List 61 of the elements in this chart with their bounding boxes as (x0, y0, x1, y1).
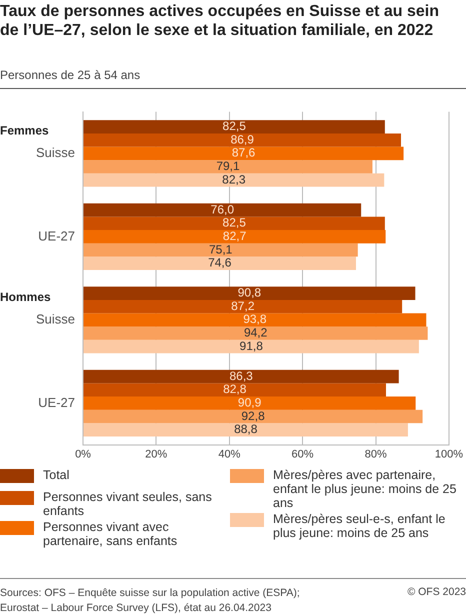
text: 92,8 (241, 408, 265, 423)
bar (84, 300, 402, 314)
bar (84, 410, 423, 424)
text: 90,8 (238, 286, 262, 300)
text: 82,8 (223, 382, 246, 396)
x-tick-label: 40% (218, 448, 241, 460)
x-tick-label: 80% (364, 448, 387, 460)
bar (84, 340, 419, 354)
text: 93,8 (243, 312, 267, 326)
chart-title: Taux de personnes actives occupées en Suisse et au sein de l’UE–27, selon le sexe et la situation familiale, en 2022 (0, 2, 440, 40)
y-tick-label: Suisse (36, 312, 76, 327)
bar (84, 146, 404, 160)
text: 75,1 (208, 242, 232, 256)
bar (84, 286, 416, 300)
bar (84, 203, 362, 217)
text: 82,7 (222, 228, 246, 243)
bar (84, 423, 408, 436)
text: Femmes (0, 124, 50, 138)
bar (84, 313, 426, 327)
text: 76,0 (210, 202, 234, 216)
bar (84, 256, 356, 270)
bar (84, 173, 384, 187)
text: 74,6 (208, 256, 232, 270)
bar (84, 133, 401, 147)
text: 87,2 (231, 298, 254, 313)
x-tick-label: 100% (434, 448, 464, 460)
text: © OFS 2023 (407, 586, 466, 598)
x-tick-label: 20% (145, 448, 168, 460)
text: 90,9 (238, 395, 262, 410)
x-tick-label: 60% (292, 448, 314, 460)
chart-subtitle: Personnes de 25 à 54 ans (0, 68, 140, 82)
bar (84, 120, 385, 134)
text: 86,9 (230, 132, 254, 146)
y-tick-label: UE-27 (38, 394, 76, 410)
text: 82,5 (222, 119, 246, 134)
bar (84, 370, 399, 384)
source-note: Sources: OFS – Enquête suisse sur la population active (ESPA); Eurostat – Labour Force Survey (LFS), état au 26.04.2023 (0, 586, 301, 616)
text: 79,1 (216, 159, 240, 174)
legend-label: Personnes vivant seules, sans enfants (43, 490, 213, 518)
legend-label: Mères/pères seul-e-s, enfant le plus jeune: moins de 25 ans (273, 512, 446, 540)
text: 82,3 (222, 172, 246, 186)
bar (84, 396, 416, 410)
legend-label: Mères/pères avec partenaire, enfant le plus jeune: moins de 25 ans (273, 468, 458, 510)
x-tick-label: 0% (75, 448, 92, 460)
bar (84, 160, 372, 174)
text: 86,3 (229, 368, 253, 383)
bar (84, 216, 385, 230)
text: 82,5 (222, 216, 246, 230)
bar (84, 243, 358, 257)
text: 88,8 (234, 422, 258, 436)
text: 94,2 (244, 326, 268, 340)
text: 87,6 (232, 146, 256, 160)
y-tick-label: UE-27 (38, 228, 76, 244)
bar (84, 230, 386, 244)
bar (84, 326, 428, 340)
bar (84, 383, 386, 397)
text: 91,8 (240, 338, 263, 353)
text: Hommes (0, 290, 52, 304)
y-tick-label: Suisse (36, 145, 76, 160)
legend-label: Personnes vivant avec partenaire, sans enfants (43, 520, 178, 548)
legend-label: Total (43, 468, 70, 482)
